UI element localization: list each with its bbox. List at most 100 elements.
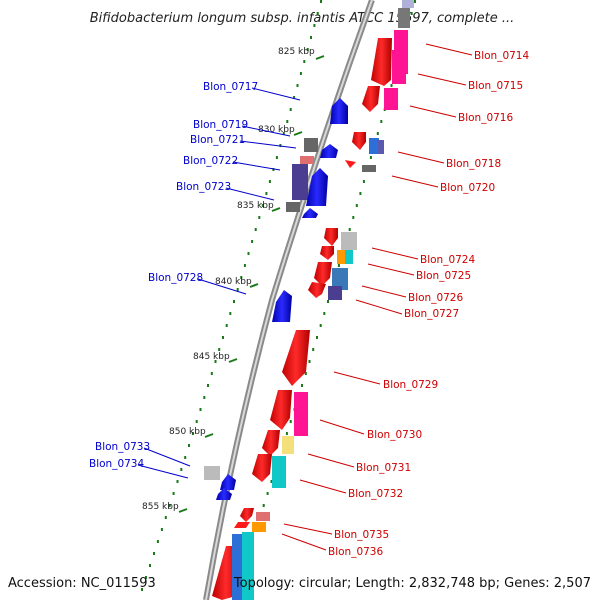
gene-label: Blon_0714 [474, 50, 529, 62]
gene-Blon_0730[interactable] [270, 390, 308, 436]
accession-text: Accession: NC_011593 [8, 576, 156, 591]
backbone-inner [205, 0, 373, 600]
label-Blon_0725[interactable]: Blon_0725 [367, 263, 471, 282]
gene-Blon_0724[interactable] [324, 228, 357, 250]
label-Blon_0727[interactable]: Blon_0727 [355, 299, 459, 320]
inner-rail-dot [254, 228, 257, 231]
gene-Blon_0716[interactable] [362, 86, 398, 112]
outer-rail-dot [327, 300, 329, 303]
label-Blon_0718[interactable]: Blon_0718 [397, 151, 501, 170]
label-Blon_0715[interactable]: Blon_0715 [417, 73, 523, 92]
label-Blon_0734[interactable]: Blon_0734 [89, 458, 189, 479]
inner-rail-dot [243, 264, 246, 267]
gene-label: Blon_0735 [334, 529, 389, 541]
gene-Blon_0720[interactable] [345, 160, 376, 172]
label-Blon_0726[interactable]: Blon_0726 [361, 285, 463, 304]
gene-Blon_0717[interactable] [330, 98, 348, 124]
inner-rail-dot [233, 300, 235, 303]
label-Blon_0728[interactable]: Blon_0728 [148, 272, 247, 295]
gene-label: Blon_0732 [348, 488, 403, 500]
label-Blon_0721[interactable]: Blon_0721 [190, 134, 297, 149]
outer-rail-dot [369, 156, 372, 159]
inner-rail-dot [299, 72, 302, 75]
gene-Blon_0734[interactable] [216, 474, 236, 500]
label-Blon_0730[interactable]: Blon_0730 [319, 419, 422, 441]
label-Blon_0735[interactable]: Blon_0735 [283, 523, 389, 541]
gene-label: Blon_0736 [328, 546, 383, 558]
inner-rail-dot [282, 132, 285, 135]
label-Blon_0716[interactable]: Blon_0716 [409, 105, 513, 124]
label-Blon_0714[interactable]: Blon_0714 [425, 43, 529, 62]
gene-Blon_0723[interactable] [286, 164, 328, 218]
gene-Blon_0718-block [369, 138, 379, 154]
kbp-mark: 835 kbp [237, 201, 281, 212]
gene-Blon_0732[interactable] [252, 454, 286, 488]
inner-rail-dot [320, 0, 322, 3]
label-Blon_0719[interactable]: Blon_0719 [193, 119, 291, 137]
gene-label: Blon_0731 [356, 462, 411, 474]
gene-Blon_0718[interactable] [352, 132, 384, 154]
map-title: Bifidobacterium longum subsp. infantis A… [90, 11, 515, 26]
inner-rail-dot [203, 396, 206, 399]
inner-rail-dot [289, 108, 292, 111]
gene-Blon_0728-block [272, 290, 292, 322]
gene-Blon_0735-block [256, 512, 270, 521]
inner-rail-dot [296, 84, 299, 87]
inner-rail-dot [286, 120, 289, 123]
kbp-label: 840 kbp [215, 277, 252, 287]
gene-label: Blon_0726 [408, 292, 463, 304]
kbp-mark: 825 kbp [278, 47, 325, 60]
gene-Blon_0736-block [252, 522, 266, 532]
gene-Blon_0726[interactable] [314, 262, 348, 290]
outer-rail-dot [352, 216, 355, 219]
inner-rail-dot [272, 168, 275, 171]
gene-Blon_0719-block [304, 138, 318, 152]
gene-Blon_0721[interactable] [320, 144, 338, 158]
inner-rail-dot [191, 432, 194, 435]
inner-rail-dot [141, 588, 143, 591]
inner-rail-dot [180, 468, 183, 471]
label-Blon_0723[interactable]: Blon_0723 [176, 181, 275, 201]
gene-label: Blon_0723 [176, 181, 231, 193]
gene-Blon_0728[interactable] [272, 290, 292, 322]
label-Blon_0720[interactable]: Blon_0720 [391, 175, 495, 194]
label-Blon_0724[interactable]: Blon_0724 [371, 247, 475, 266]
inner-rail-dot [172, 492, 175, 495]
outer-rail-dot [308, 360, 311, 363]
forward-strand [212, 0, 414, 600]
inner-rail-dot [195, 420, 198, 423]
reverse-labels: Blon_0717 Blon_0719 Blon_0721 Blon_0722 … [89, 81, 301, 479]
inner-rail-dot [275, 156, 278, 159]
gene-Blon_0733[interactable] [204, 466, 220, 480]
label-Blon_0733[interactable]: Blon_0733 [95, 441, 191, 467]
gene-Blon_0731[interactable] [262, 430, 294, 456]
label-Blon_0729[interactable]: Blon_0729 [333, 371, 438, 391]
gene-label: Blon_0724 [420, 254, 475, 266]
gene-Blon_0730-block [294, 392, 308, 436]
label-Blon_0736[interactable]: Blon_0736 [281, 533, 383, 558]
gene-Blon_0716-block [384, 88, 398, 110]
forward-labels: Blon_0714 Blon_0715 Blon_0716 Blon_0718 … [281, 43, 529, 558]
inner-rail-dot [303, 60, 306, 63]
gene-Blon_0727[interactable] [308, 282, 342, 300]
inner-rail-dot [316, 12, 319, 15]
gene-Blon_0735[interactable] [234, 508, 270, 528]
inner-rail-dot [164, 516, 167, 519]
inner-rail-dot [261, 204, 264, 207]
gene-Blon_0719[interactable] [304, 138, 318, 152]
gene-label: Blon_0721 [190, 134, 245, 146]
gene-label: Blon_0725 [416, 270, 471, 282]
gene-Blon_0722[interactable] [300, 156, 314, 164]
label-Blon_0732[interactable]: Blon_0732 [299, 479, 403, 500]
gene-Blon_0729[interactable] [282, 330, 310, 386]
label-Blon_0722[interactable]: Blon_0722 [183, 155, 281, 171]
gene-Blon_0725[interactable] [320, 246, 353, 264]
outer-rail-dot [316, 336, 318, 339]
map-footer: Accession: NC_011593 Topology: circular;… [8, 576, 591, 591]
gene-Blon_0733-block [204, 466, 220, 480]
inner-rail-dot [153, 552, 155, 555]
label-Blon_0717[interactable]: Blon_0717 [203, 81, 301, 101]
gene-Blon_0736[interactable] [212, 522, 266, 600]
label-Blon_0731[interactable]: Blon_0731 [307, 453, 411, 474]
gene-Blon_0715[interactable] [392, 50, 406, 84]
